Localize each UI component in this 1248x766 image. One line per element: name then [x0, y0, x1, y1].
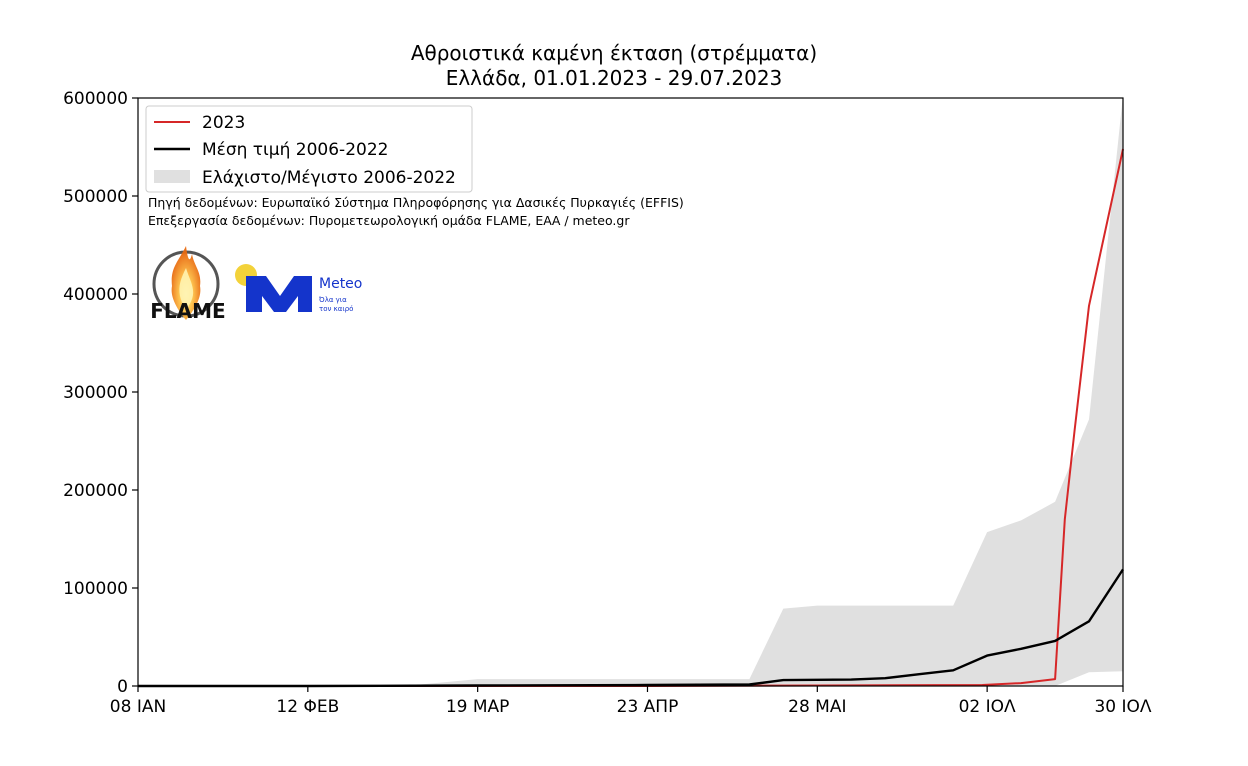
x-tick-label: 30 ΙΟΛ: [1094, 697, 1151, 717]
legend: 2023 Μέση τιμή 2006-2022 Ελάχιστο/Μέγιστ…: [145, 105, 473, 193]
flame-logo: FLAME: [150, 246, 226, 323]
flame-logo-wordmark: FLAME: [150, 299, 225, 323]
meteo-logo: Meteo Όλα για τον καιρό: [235, 264, 362, 313]
legend-label-2023: 2023: [202, 113, 245, 133]
chart-title: Αθροιστικά καμένη έκταση (στρέμματα): [411, 41, 817, 65]
legend-label-mean: Μέση τιμή 2006-2022: [202, 140, 388, 160]
x-tick-label: 23 ΑΠΡ: [617, 697, 679, 717]
x-tick-label: 12 ΦΕΒ: [276, 697, 339, 717]
flame-logo-icon-inner: [179, 268, 194, 310]
y-tick-label: 200000: [63, 481, 128, 501]
meteo-tagline-line2: τον καιρό: [319, 305, 353, 313]
x-tick-label: 08 ΙΑΝ: [110, 697, 166, 717]
legend-label-minmax: Ελάχιστο/Μέγιστο 2006-2022: [202, 168, 456, 188]
y-axis: 0 100000 200000 300000 400000 500000 600000: [63, 89, 138, 697]
y-tick-label: 0: [117, 677, 128, 697]
series-line-mean: [138, 568, 1125, 688]
series-band-minmax: [138, 95, 1123, 687]
y-tick-label: 500000: [63, 187, 128, 207]
x-tick-label: 02 ΙΟΛ: [959, 697, 1016, 717]
processing-annotation: Επεξεργασία δεδομένων: Πυρομετεωρολογική…: [148, 213, 630, 228]
source-annotation: Πηγή δεδομένων: Ευρωπαϊκό Σύστημα Πληροφ…: [148, 195, 684, 210]
y-tick-label: 100000: [63, 579, 128, 599]
meteo-wordmark: Meteo: [319, 276, 362, 292]
legend-swatch-minmax: [154, 170, 190, 183]
x-tick-label: 19 ΜΑΡ: [446, 697, 510, 717]
chart-subtitle: Ελλάδα, 01.01.2023 - 29.07.2023: [446, 66, 783, 90]
y-tick-label: 600000: [63, 89, 128, 109]
y-tick-label: 300000: [63, 383, 128, 403]
x-axis: 08 ΙΑΝ 12 ΦΕΒ 19 ΜΑΡ 23 ΑΠΡ 28 ΜΑΙ 02 ΙΟΛ 30 Ι…: [110, 686, 1152, 717]
meteo-m-logo-icon: [246, 276, 312, 312]
legend-box: [145, 105, 473, 193]
x-tick-label: 28 ΜΑΙ: [788, 697, 846, 717]
band-layer: [138, 95, 1123, 687]
y-tick-label: 400000: [63, 285, 128, 305]
meteo-tagline-line1: Όλα για: [318, 296, 347, 304]
